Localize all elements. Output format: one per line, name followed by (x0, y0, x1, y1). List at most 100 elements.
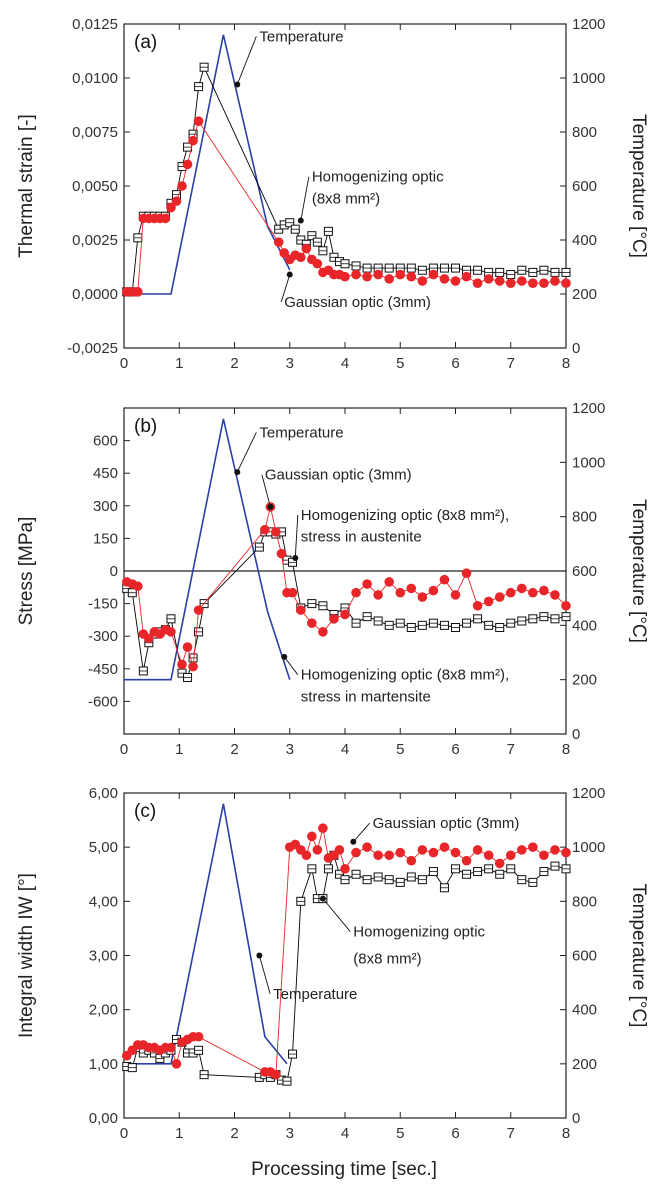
gaussian-point (539, 585, 549, 596)
gaussian-point (417, 845, 428, 855)
gaussian-point (550, 845, 560, 855)
gaussian-point (166, 1042, 176, 1053)
annotation-dot (292, 554, 299, 561)
y2-tick-label: 600 (572, 563, 597, 580)
gaussian-point (517, 276, 527, 286)
y2-tick-label: 600 (572, 948, 597, 965)
gaussian-point (312, 845, 323, 855)
x-tick-label: 1 (175, 741, 183, 758)
annotation-text: Gaussian optic (3mm) (265, 467, 412, 484)
temperature-curve (124, 803, 288, 1065)
gaussian-point (307, 618, 317, 628)
annotation-leader (236, 36, 257, 85)
plot-frame (123, 792, 567, 1119)
gaussian-point (406, 855, 417, 866)
x-tick-label: 0 (120, 355, 128, 372)
gaussian-point (406, 271, 417, 282)
y2-tick-label: 200 (572, 1056, 597, 1073)
y-tick-label: 450 (93, 465, 118, 482)
gaussian-point (301, 850, 312, 861)
gaussian-point (276, 548, 287, 559)
y2-tick-label: 1000 (572, 839, 605, 856)
panel-label: (a) (134, 32, 157, 53)
panel-c: 0 1 2 3 4 5 6 7 8 0,00 1,00 2,00 3,00 4,00 5,00 6,00 0 20… (16, 785, 649, 1142)
panel-label: (c) (134, 801, 156, 822)
gaussian-point (494, 276, 505, 286)
gaussian-point (472, 278, 483, 289)
y-tick-label: -300 (88, 628, 118, 645)
gaussian-point (472, 600, 483, 611)
y2-axis-title: Temperature [°C] (628, 499, 649, 643)
gaussian-point (362, 271, 372, 282)
gaussian-point (193, 1031, 204, 1042)
gaussian-point (177, 181, 187, 191)
gaussian-point (517, 845, 527, 855)
annotation-text: stress in austenite (301, 529, 422, 546)
x-tick-label: 3 (286, 1125, 294, 1142)
gaussian-point (362, 579, 372, 589)
y2-tick-label: 200 (572, 286, 597, 303)
gaussian-point (461, 271, 472, 282)
x-tick-label: 5 (396, 741, 404, 758)
y2-tick-label: 800 (572, 509, 597, 526)
gaussian-point (287, 587, 298, 598)
gaussian-point (160, 213, 171, 224)
annotation-dot (281, 653, 288, 660)
gaussian-point (307, 831, 317, 842)
gaussian-point (182, 159, 193, 170)
x-tick-label: 5 (396, 1125, 404, 1142)
gaussian-point (340, 864, 350, 874)
gaussian-point (351, 847, 361, 858)
x-tick-label: 6 (451, 355, 459, 372)
gaussian-point (329, 614, 339, 624)
x-tick-label: 1 (175, 1125, 183, 1142)
gaussian-point (340, 271, 350, 282)
y2-tick-label: 1200 (572, 400, 605, 417)
gaussian-point (177, 659, 187, 670)
gaussian-point (439, 842, 450, 852)
x-tick-label: 0 (120, 1125, 128, 1142)
gaussian-point (561, 278, 571, 289)
gaussian-point (395, 269, 406, 280)
annotation-text: Homogenizing optic (8x8 mm²), (301, 667, 509, 684)
gaussian-point (334, 845, 345, 855)
annotation-text: stress in martensite (301, 688, 431, 705)
y-tick-label: 2,00 (89, 1002, 118, 1019)
y-tick-label: -600 (88, 693, 118, 710)
y-tick-label: 0,0025 (72, 232, 118, 249)
gaussian-point (505, 587, 516, 598)
x-tick-label: 7 (507, 355, 515, 372)
gaussian-point (395, 587, 406, 598)
gaussian-point (384, 577, 395, 587)
annotation-dot (267, 503, 274, 510)
x-tick-label: 8 (562, 1125, 570, 1142)
gaussian-point (517, 583, 527, 594)
gaussian-point (450, 590, 461, 600)
annotation-text: Temperature (259, 28, 343, 45)
gaussian-point (505, 850, 516, 861)
gaussian-point (144, 633, 154, 644)
y2-tick-label: 0 (572, 726, 580, 743)
annotation-dot (234, 81, 241, 88)
annotation-leader (258, 955, 271, 994)
gaussian-point (384, 274, 395, 284)
y-tick-label: 600 (93, 433, 118, 450)
annotation-dot (350, 838, 357, 845)
y-tick-label: 0,0125 (72, 16, 118, 33)
gaussian-point (260, 524, 270, 535)
gaussian-point (472, 845, 483, 855)
annotation-leader (280, 274, 291, 303)
gaussian-point (273, 237, 284, 247)
x-tick-label: 4 (341, 741, 349, 758)
gaussian-point (166, 202, 176, 213)
gaussian-point (182, 642, 193, 652)
y2-axis-title: Temperature [°C] (628, 114, 649, 258)
x-tick-label: 8 (562, 355, 570, 372)
gaussian-point (373, 850, 383, 861)
annotation-text: (8x8 mm²) (353, 951, 421, 968)
gaussian-point (505, 278, 516, 289)
y-tick-label: 6,00 (89, 785, 118, 802)
panel-b: 0 1 2 3 4 5 6 7 8 -600 -450 -300 -150 0 150 300 450 600 0 2… (16, 400, 649, 758)
y2-tick-label: 400 (572, 1002, 597, 1019)
